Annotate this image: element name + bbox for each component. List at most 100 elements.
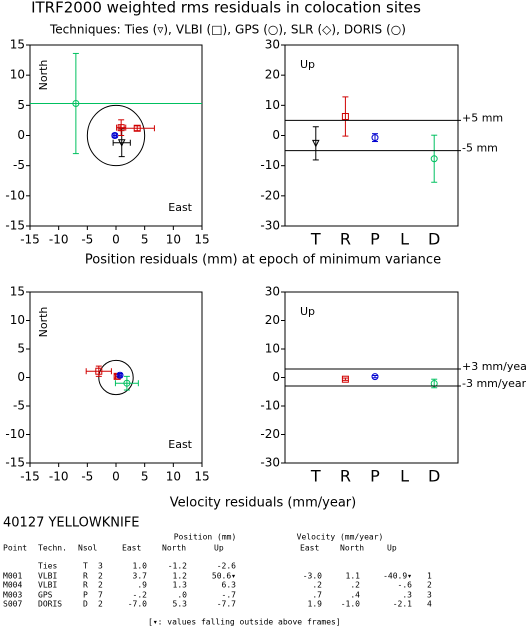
table-cell: -3.0 [303,572,322,581]
legend-text: Techniques: [49,23,121,37]
x-tick-label: 15 [194,470,209,484]
table-cell: GPS [38,591,53,600]
reference-label: -5 mm [462,142,498,155]
table-cell: -2.6 [217,562,236,571]
table-cell: -.7 [222,591,237,600]
residual-table: Position (mm) Velocity (mm/year) Point Tech… [3,533,432,627]
data-point [371,373,379,381]
x-tick-label: 5 [141,233,149,247]
table-header: East [300,544,319,553]
y-tick-label: 10 [265,98,280,112]
table-header: East [122,544,141,553]
legend-text: SLR [291,23,314,37]
legend-text: VLBI [176,23,203,37]
table-cell: M004 [3,581,22,590]
table-cell: .4 [350,591,360,600]
x-tick-label: 10 [166,470,181,484]
table-cell: DORIS [38,600,62,609]
data-point [123,379,131,387]
x-tick-label: D [428,230,440,249]
table-cell: 2 [98,581,103,590]
table-cell: .2 [350,581,360,590]
table-header: North [340,544,364,553]
table-cell: M001 [3,572,22,581]
data-point [117,139,126,147]
legend-text: (▿), [153,23,172,37]
caption: Position residuals (mm) at epoch of mini… [85,253,441,268]
reference-circle [98,359,134,396]
y-tick-label: 10 [265,342,280,356]
y-tick-label: -5 [13,158,25,172]
data-point [430,155,438,163]
y-tick-label: -10 [260,399,280,413]
plot-data [341,373,438,389]
table-cell: 1.3 [173,581,188,590]
y-tick-label: -5 [13,399,25,413]
data-point [117,124,125,132]
y-tick-label: 30 [265,38,280,52]
table-cell: R [83,581,88,590]
x-tick-label: T [310,467,321,486]
table-cell: .0 [177,591,187,600]
y-tick-label: -10 [5,188,25,202]
y-tick-label: 20 [265,313,280,327]
y-tick-label: -10 [260,158,280,172]
legend-text: (□), [207,23,232,37]
table-cell: 3 [98,562,103,571]
panel: -15 -10 -5 0 5 10 15 -15 -10 -5 0 5 10 15 North East [5,285,209,484]
table-cell: D [83,600,88,609]
axis-label: East [168,201,192,214]
table-group-header: Position (mm) [174,533,237,542]
table-cell: 5.3 [173,600,188,609]
table-cell: .7 [312,591,322,600]
table-cell: -7.0 [128,600,147,609]
y-tick-label: 20 [265,68,280,82]
table-group-header: Velocity (mm/year) [297,533,384,542]
table-cell: P [83,591,88,600]
table-header: Point [3,544,27,553]
table-cell: 50.6▾ [212,572,236,581]
axis-label: Up [300,305,315,318]
table-cell: 1.2 [173,572,188,581]
data-point [371,134,379,142]
y-tick-label: -10 [5,427,25,441]
data-point [133,124,141,132]
x-tick-label: -15 [20,233,40,247]
x-tick-label: -10 [49,233,69,247]
table-cell: T [83,562,88,571]
table-cell: 1.9 [308,600,323,609]
x-tick-label: R [340,467,351,486]
y-tick-label: 0 [272,128,280,142]
table-cell: VLBI [38,581,57,590]
y-tick-label: -15 [5,456,25,470]
x-tick-label: -5 [81,470,93,484]
x-tick-label: 0 [112,233,120,247]
table-cell: .2 [312,581,322,590]
x-tick-label: L [400,230,409,249]
figure-title: ITRF2000 weighted rms residuals in coloc… [31,0,421,17]
x-tick-label: -10 [49,470,69,484]
table-cell: -2.1 [393,600,412,609]
legend-text: Ties [124,23,149,37]
y-tick-label: 0 [17,128,25,142]
table-cell: 1.0 [133,562,148,571]
x-tick-label: 10 [166,233,181,247]
table-cell: 1.1 [346,572,361,581]
table-footnote: [▾: values falling outside above frames] [148,618,341,627]
table-cell: .9 [137,581,147,590]
table-cell: 1 [427,572,432,581]
panel: -30 -20 -10 0 10 20 30 Up +3 mm/year -3 mm/year T R… [260,285,526,486]
panel: -30 -20 -10 0 10 20 30 Up +5 mm -5 mm T R P L D [260,38,503,249]
x-tick-label: 5 [141,470,149,484]
y-tick-label: 0 [272,370,280,384]
data-point [72,100,80,108]
plot-data [311,96,438,183]
x-tick-label: 0 [112,470,120,484]
reference-circle [86,104,146,167]
x-tick-label: P [370,467,380,486]
table-cell: VLBI [38,572,57,581]
table-cell: -1.2 [168,562,187,571]
table-header: Up [214,544,224,553]
table-cell: 4 [427,600,432,609]
